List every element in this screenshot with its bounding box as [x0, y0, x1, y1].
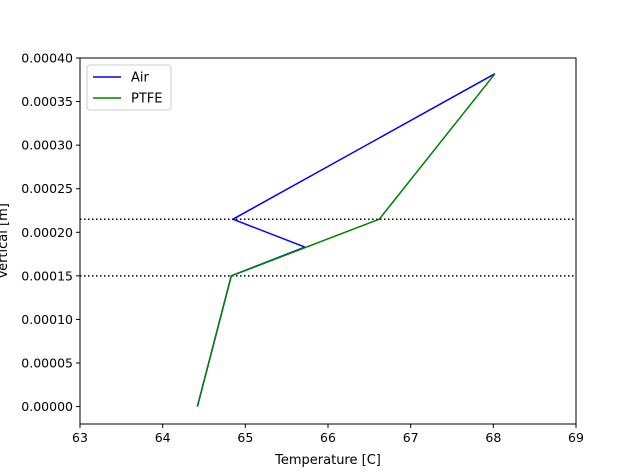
x-tick-label: 65: [237, 430, 253, 445]
x-tick-label: 63: [72, 430, 88, 445]
x-axis: 63 64 65 66 67 68 69: [72, 424, 584, 445]
plot-area: [80, 73, 576, 407]
y-axis-label: Vertical [m]: [0, 203, 11, 279]
x-tick-label: 68: [485, 430, 501, 445]
legend-label: PTFE: [131, 92, 162, 107]
y-tick-label: 0.00020: [21, 225, 73, 240]
legend: Air PTFE: [86, 64, 172, 111]
y-tick-label: 0.00015: [21, 268, 73, 283]
y-tick-label: 0.00035: [21, 94, 73, 109]
x-tick-label: 67: [403, 430, 419, 445]
y-tick-label: 0.00025: [21, 181, 73, 196]
y-tick-label: 0.00030: [21, 138, 73, 153]
y-tick-label: 0.00005: [21, 356, 73, 371]
y-tick-label: 0.00000: [21, 399, 73, 414]
series-line-ptfe: [196, 73, 496, 407]
x-tick-label: 69: [568, 430, 584, 445]
y-axis: 0.00000 0.00005 0.00010 0.00015 0.00020 0.000…: [21, 51, 80, 414]
y-tick-label: 0.00010: [21, 312, 73, 327]
legend-label: Air: [131, 71, 150, 86]
x-axis-label: Temperature [C]: [274, 453, 381, 468]
x-tick-label: 64: [155, 430, 171, 445]
y-tick-label: 0.00040: [21, 51, 73, 66]
x-tick-label: 66: [320, 430, 336, 445]
